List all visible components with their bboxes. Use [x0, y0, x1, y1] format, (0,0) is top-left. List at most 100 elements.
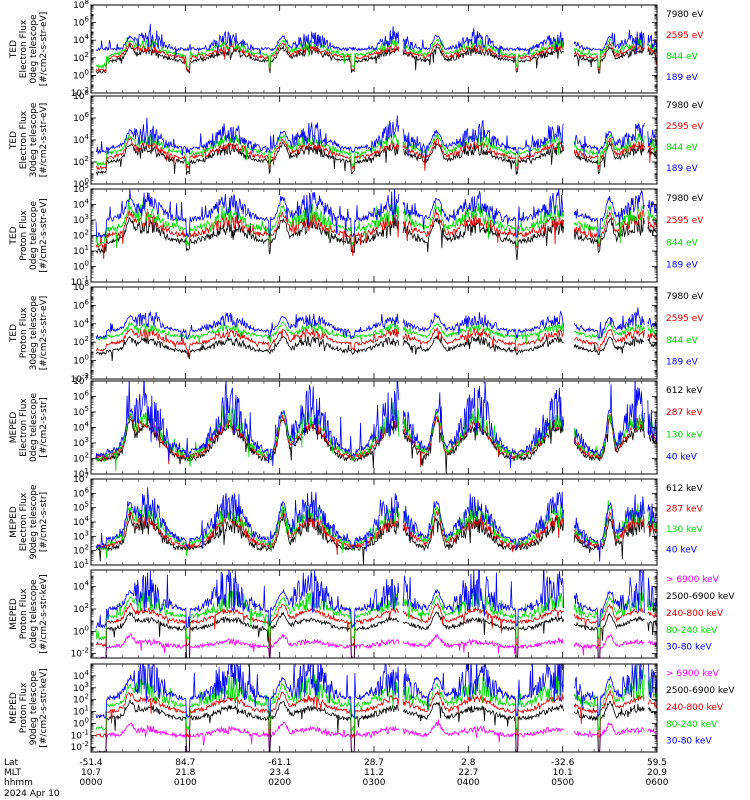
legend-entry: 40 keV: [666, 452, 698, 462]
series-line-189-ev: [95, 115, 657, 162]
y-axis-label-line: TED: [9, 40, 19, 59]
y-tick-label: 106: [73, 111, 89, 124]
panel-2-data: [95, 115, 657, 177]
y-tick-label: 100: [73, 716, 89, 729]
y-tick-label: 105: [73, 182, 89, 195]
y-tick-label: 106: [73, 390, 89, 403]
y-tick-label: 10-2: [71, 372, 89, 385]
legend-entry: 287 keV: [666, 408, 703, 418]
panel-2: 108 106 104 102 100 TED Electron Flux 30deg tel…: [9, 89, 704, 190]
series-line-844-ev: [95, 197, 657, 249]
y-tick-label: 100: [73, 354, 89, 367]
footer-mlt-value: 21.8: [175, 768, 195, 778]
series-line-40-kev: [95, 487, 657, 562]
legend-entry: 30-80 keV: [666, 643, 712, 653]
y-tick-label: 104: [73, 198, 89, 211]
panel-4-data: [95, 307, 657, 362]
footer-lat-value: -51.4: [79, 758, 103, 768]
y-axis-label-line: 0deg telescope: [29, 393, 39, 463]
legend-entry: 844 eV: [666, 52, 699, 62]
y-tick-label: 10-1: [71, 728, 89, 741]
panel-8-data: [95, 664, 657, 752]
y-axis-label-line: Proton Flux: [19, 307, 29, 358]
series-line--6900-kev: [95, 633, 657, 658]
legend-entry: 7980 eV: [666, 292, 704, 302]
y-tick-label: 104: [73, 317, 89, 330]
legend-entry: 7980 eV: [666, 194, 704, 204]
series-line-844-ev: [95, 37, 657, 70]
legend-entry: > 6900 keV: [666, 575, 720, 585]
y-tick-label: 102: [73, 452, 89, 465]
legend-entry: 40 keV: [666, 545, 698, 555]
legend: 7980 eV 2595 eV 844 eV 189 eV: [666, 10, 704, 83]
legend-entry: 844 eV: [666, 336, 699, 346]
y-tick-label: 10-2: [71, 647, 89, 660]
y-tick-label: 104: [73, 669, 89, 682]
y-axis-label-line: MEPED: [9, 692, 19, 724]
panel-4: 108 106 104 102 100 10-2 TED Proton Flux 30deg t…: [9, 280, 704, 385]
panel-6-data: [95, 487, 657, 565]
y-tick-label: 10-2: [71, 86, 89, 99]
series-line-189-ev: [95, 189, 657, 239]
legend-entry: 240-800 keV: [666, 703, 724, 713]
y-tick-label: 105: [73, 405, 89, 418]
y-tick-label: 106: [73, 486, 89, 499]
legend-entry: 2595 eV: [666, 216, 704, 226]
y-axis-label-line: MEPED: [9, 412, 19, 444]
y-axis-label-line: TED: [9, 226, 19, 245]
panel-1: 108 106 104 102 100 10-2 TED Electron Flux 0deg …: [9, 0, 704, 99]
legend-entry: 130 keV: [666, 430, 703, 440]
y-tick-label: 100: [73, 177, 89, 190]
series-line-2595-ev: [95, 326, 657, 358]
series-line-189-ev: [95, 23, 657, 59]
legend-entry: 7980 eV: [666, 101, 704, 111]
y-tick-label: 100: [73, 260, 89, 273]
y-axis-label-line: 0deg telescope: [29, 579, 39, 649]
y-axis-label-line: MEPED: [9, 598, 19, 630]
series-line-2500-6900-kev: [95, 611, 657, 658]
y-tick-label: 103: [73, 681, 89, 694]
time-axis-footer: Lat -51.4 84.7 -61.1 28.7 2.8 -32.6 59.5 MLT 10.7…: [4, 758, 669, 799]
y-axis-label: TED Proton Flux 30deg telescope [#/cm2-s-st…: [9, 295, 49, 370]
footer-hhmm-value: 0400: [457, 778, 480, 788]
panel-3-data: [95, 189, 657, 261]
y-axis-label: TED Electron Flux 30deg telescope [#/cm2-s-…: [9, 102, 49, 177]
legend-entry: 189 eV: [666, 260, 699, 270]
y-tick-label: 103: [73, 436, 89, 449]
series-line-240-800-kev: [95, 690, 657, 739]
y-tick-label: 102: [73, 51, 89, 64]
legend-entry: 612 keV: [666, 484, 703, 494]
y-axis-label: MEPED Electron Flux 90deg telescope [#/cm2-…: [9, 484, 49, 559]
y-axis-label-line: TED: [9, 324, 19, 343]
panel-1-data: [95, 23, 657, 74]
legend-entry: 30-80 keV: [666, 737, 712, 747]
y-axis-label-line: 30deg telescope: [29, 102, 39, 177]
legend-entry: 189 eV: [666, 73, 699, 83]
legend-entry: 189 eV: [666, 358, 699, 368]
legend-entry: 130 keV: [666, 525, 703, 535]
legend-entry: 2595 eV: [666, 122, 704, 132]
series-line-7980-ev: [95, 141, 657, 177]
y-axis-label-line: MEPED: [9, 506, 19, 538]
y-tick-label: 102: [73, 693, 89, 706]
series-line-30-80-kev: [95, 570, 657, 629]
y-axis-label-line: [#/cm2-s-str-eV]: [39, 103, 49, 178]
y-axis-label-line: [#/cm2-s-str-eV]: [39, 12, 49, 87]
legend-entry: 80-240 keV: [666, 626, 718, 636]
series-line-287-kev: [95, 509, 657, 555]
y-axis-label-line: [#/cm2-s-str-keV]: [39, 668, 49, 747]
footer-mlt-value: 11.2: [364, 768, 384, 778]
y-tick-label: 108: [73, 89, 89, 102]
legend-entry: 844 eV: [666, 143, 699, 153]
panel-frame: [90, 95, 658, 185]
legend-entry: > 6900 keV: [666, 669, 720, 679]
y-tick-label: 102: [73, 155, 89, 168]
y-tick-label: 104: [73, 580, 89, 593]
series-line-7980-ev: [95, 335, 657, 362]
legend-entry: 240-800 keV: [666, 609, 724, 619]
legend-entry: 844 eV: [666, 238, 699, 248]
date-label: 2024 Apr 10: [4, 789, 60, 799]
y-tick-label: 104: [73, 515, 89, 528]
legend-entry: 2500-6900 keV: [666, 592, 735, 602]
y-axis-label-line: 90deg telescope: [29, 670, 39, 745]
